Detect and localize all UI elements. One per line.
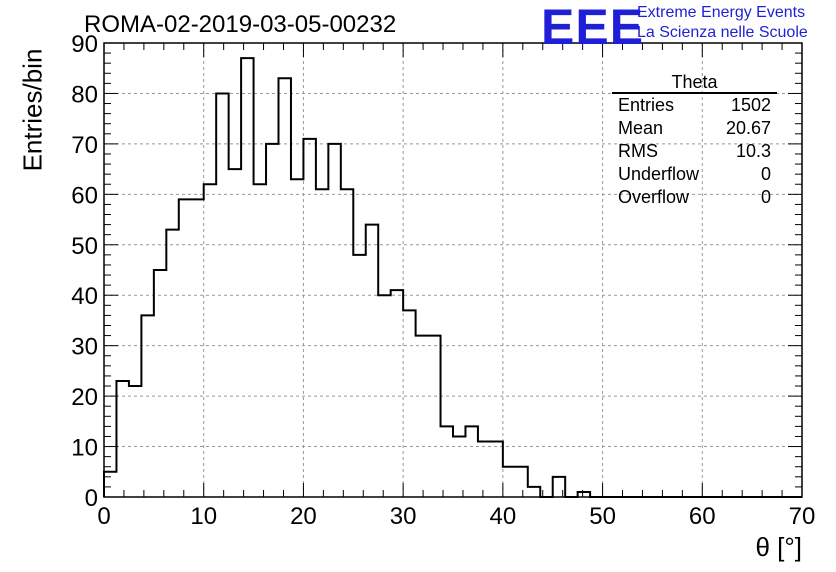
- y-tick-label: 90: [71, 31, 98, 58]
- stats-row-rms: RMS 10.3: [612, 140, 777, 163]
- histogram-bin: [116, 381, 128, 497]
- y-axis-label: Entries/bin: [17, 48, 48, 172]
- histogram-bin: [478, 442, 490, 497]
- histogram-bin: [366, 225, 378, 497]
- stats-label: RMS: [618, 141, 658, 161]
- y-tick-label: 80: [71, 81, 98, 108]
- y-tick-label: 70: [71, 132, 98, 159]
- grid-lines: [104, 43, 802, 497]
- stats-label: Underflow: [618, 164, 700, 184]
- histogram-bin: [229, 169, 241, 497]
- y-tick-label: 20: [71, 384, 98, 411]
- histogram-bin: [403, 310, 415, 497]
- stats-box: Theta Entries 1502 Mean 20.67 RMS 10.3 U…: [612, 72, 777, 209]
- x-tick-label: 70: [789, 503, 816, 530]
- logo-line-1: Extreme Energy Events: [637, 4, 806, 21]
- histogram-bin: [465, 426, 477, 497]
- stats-label: Entries: [618, 95, 675, 115]
- stats-label: Overflow: [618, 187, 690, 207]
- stats-row-overflow: Overflow 0: [612, 186, 777, 209]
- histogram-bin: [179, 199, 191, 497]
- y-tick-label: 10: [71, 435, 98, 462]
- histogram-bin: [391, 290, 403, 497]
- x-tick-label: 30: [390, 503, 417, 530]
- x-tick-label: 0: [97, 503, 110, 530]
- x-axis-label: θ [°]: [755, 532, 802, 562]
- stats-value: 0: [760, 164, 771, 184]
- histogram-bin: [279, 78, 291, 497]
- x-tick-label: 10: [190, 503, 217, 530]
- histogram-bin: [553, 477, 565, 497]
- stats-row-underflow: Underflow 0: [612, 163, 777, 186]
- logo-caption: Extreme Energy Events La Scienza nelle S…: [637, 3, 808, 43]
- x-tick-label: 60: [689, 503, 716, 530]
- stats-value: 20.67: [725, 118, 771, 138]
- stats-label: Mean: [618, 118, 664, 138]
- stats-row-mean: Mean 20.67: [612, 117, 777, 140]
- histogram-bin: [241, 58, 253, 497]
- histogram-bin: [191, 199, 203, 497]
- histogram-bin: [441, 426, 453, 497]
- y-tick-label: 0: [85, 485, 98, 512]
- histogram-bin: [490, 442, 502, 497]
- axis-ticks: [103, 42, 803, 498]
- stats-title: Theta: [612, 72, 777, 94]
- y-tick-label: 50: [71, 233, 98, 260]
- tick-labels: 0 10 20 30 40 50 60 70 0 10 20 30 40 50 60 70 80 90: [71, 31, 815, 530]
- histogram-bin: [154, 270, 166, 497]
- histogram-bin: [515, 467, 527, 497]
- histogram-bin: [291, 179, 303, 497]
- histogram-bin: [453, 436, 465, 497]
- chart-title: ROMA-02-2019-03-05-00232: [84, 11, 397, 38]
- histogram-bin: [166, 230, 178, 497]
- x-tick-label: 20: [290, 503, 317, 530]
- histogram-bin: [266, 144, 278, 497]
- histogram-bin: [141, 315, 153, 497]
- histogram-bin: [428, 336, 440, 497]
- histogram-bin: [129, 386, 141, 497]
- histogram-bin: [254, 184, 266, 497]
- histogram-bin: [104, 472, 116, 497]
- x-tick-label: 40: [490, 503, 517, 530]
- histogram-bin: [316, 189, 328, 497]
- histogram-bin: [416, 336, 428, 497]
- eee-logo: EEE: [541, 0, 645, 55]
- histogram-bin: [353, 255, 365, 497]
- histogram-bin: [303, 139, 315, 497]
- stats-row-entries: Entries 1502: [612, 94, 777, 117]
- y-tick-label: 30: [71, 334, 98, 361]
- stats-value: 1502: [730, 95, 771, 115]
- histogram-bin: [528, 487, 540, 497]
- histogram-bin: [204, 184, 216, 497]
- plot-frame: [103, 42, 803, 498]
- histogram-bin: [503, 467, 515, 497]
- logo-line-2: La Scienza nelle Scuole: [637, 24, 808, 41]
- y-tick-label: 60: [71, 182, 98, 209]
- y-tick-label: 40: [71, 283, 98, 310]
- x-tick-label: 50: [589, 503, 616, 530]
- histogram-bin: [341, 189, 353, 497]
- stats-value: 0: [760, 187, 771, 207]
- histogram-bin: [328, 144, 340, 497]
- stats-value: 10.3: [735, 141, 771, 161]
